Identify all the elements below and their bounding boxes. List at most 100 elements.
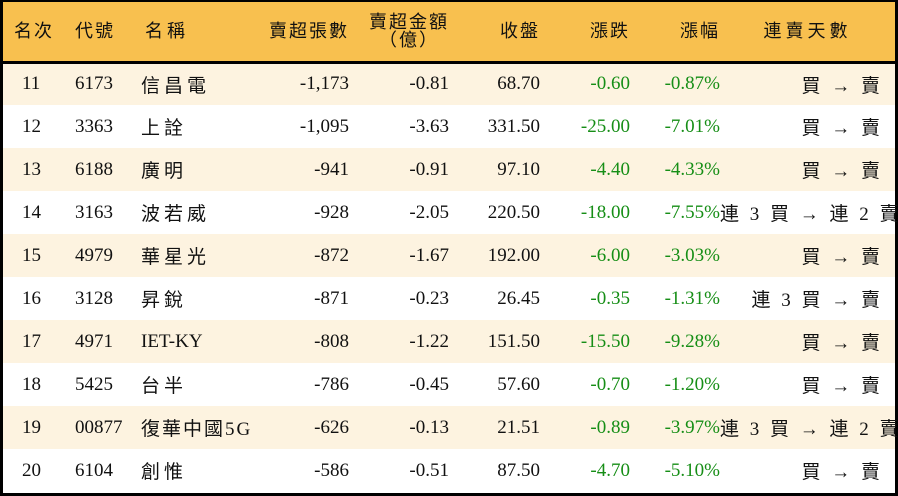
header-name: 名稱 [145,20,189,41]
sell-volume-cell: -1,173 [299,73,349,95]
table-row: 17 4971 IET-KY -808 -1.22 151.50 -15.50 … [3,320,895,363]
change-cell: -4.70 [590,459,630,481]
table-row: 12 3363 上詮 -1,095 -3.63 331.50 -25.00 -7… [3,105,895,148]
close-cell: 87.50 [497,459,540,481]
close-cell: 331.50 [487,115,540,137]
close-cell: 68.70 [497,73,540,95]
sell-amount-cell: -0.91 [409,158,449,180]
code-cell: 6104 [75,459,113,481]
sell-amount-cell: -0.45 [409,373,449,395]
table-body: 11 6173 信昌電 -1,173 -0.81 68.70 -0.60 -0.… [3,62,898,492]
sell-volume-cell: -941 [314,158,349,180]
name-cell: 廣明 [141,161,188,182]
table-row: 18 5425 台半 -786 -0.45 57.60 -0.70 -1.20%… [3,363,895,406]
change-pct-cell: -3.97% [664,416,720,438]
code-cell: 00877 [75,416,123,438]
header-change: 漲跌 [590,20,630,41]
name-cell: 復華中國5G [141,419,253,440]
code-cell: 6173 [75,73,113,95]
streak-cell: 連 3 買 → 賣 [751,290,883,311]
change-cell: -4.40 [590,158,630,180]
change-pct-cell: -7.55% [664,201,720,223]
sell-amount-cell: -1.22 [409,330,449,352]
change-pct-cell: -5.10% [664,459,720,481]
streak-cell: 買 → 賣 [801,75,883,97]
change-pct-cell: -4.33% [664,158,720,180]
streak-cell: 買 → 賣 [801,118,883,139]
code-cell: 3163 [75,201,113,223]
name-cell: 華星光 [141,247,211,268]
close-cell: 220.50 [487,201,540,223]
close-cell: 26.45 [497,287,540,309]
change-pct-cell: -7.01% [664,115,720,137]
streak-cell: 買 → 賣 [801,462,883,483]
streak-cell: 連 3 買 → 連 2 賣 [720,204,898,225]
code-cell: 4979 [75,244,113,266]
change-pct-cell: -1.31% [664,287,720,309]
table-row: 19 00877 復華中國5G -626 -0.13 21.51 -0.89 -… [3,406,898,449]
streak-cell: 買 → 賣 [801,376,883,397]
header-change-pct: 漲幅 [680,20,720,41]
code-cell: 5425 [75,373,113,395]
change-cell: -15.50 [580,330,630,352]
table-row: 13 6188 廣明 -941 -0.91 97.10 -4.40 -4.33%… [3,148,895,191]
table-row: 16 3128 昇銳 -871 -0.23 26.45 -0.35 -1.31%… [3,277,895,320]
rank-cell: 15 [22,244,41,266]
sell-volume-cell: -786 [314,373,349,395]
code-cell: 6188 [75,158,113,180]
sell-volume-cell: -586 [314,459,349,481]
table-row: 11 6173 信昌電 -1,173 -0.81 68.70 -0.60 -0.… [3,62,895,105]
change-cell: -0.60 [590,73,630,95]
name-cell: 波若威 [141,204,211,225]
header-row: 名次 代號 名稱 賣超張數 賣超金額 （億） 收盤 漲跌 漲幅 連賣天數 [3,2,895,62]
header-sell-volume: 賣超張數 [269,20,349,41]
rank-cell: 16 [22,287,41,309]
sell-ranking-table: 名次 代號 名稱 賣超張數 賣超金額 （億） 收盤 漲跌 漲幅 連賣天數 11 [3,2,898,492]
name-cell: 昇銳 [141,290,188,311]
sell-volume-cell: -1,095 [299,115,349,137]
rank-cell: 14 [22,201,41,223]
table-row: 15 4979 華星光 -872 -1.67 192.00 -6.00 -3.0… [3,234,895,277]
name-cell: 信昌電 [141,75,211,97]
name-cell: 台半 [141,376,188,397]
sell-amount-cell: -1.67 [409,244,449,266]
close-cell: 97.10 [497,158,540,180]
close-cell: 151.50 [487,330,540,352]
change-cell: -25.00 [580,115,630,137]
header-sell-amount-unit: （億） [379,30,439,51]
streak-cell: 買 → 賣 [801,333,883,354]
change-pct-cell: -1.20% [664,373,720,395]
sell-amount-cell: -0.23 [409,287,449,309]
sell-volume-cell: -928 [314,201,349,223]
rank-cell: 19 [22,416,41,438]
code-cell: 4971 [75,330,113,352]
rank-cell: 17 [22,330,41,352]
header-code: 代號 [75,20,115,41]
change-cell: -0.70 [590,373,630,395]
rank-cell: 13 [22,158,41,180]
sell-volume-cell: -871 [314,287,349,309]
header-sell-amount: 賣超金額 （億） [349,2,449,62]
change-pct-cell: -3.03% [664,244,720,266]
rank-cell: 20 [22,459,41,481]
header-rank: 名次 [14,20,54,41]
table-header: 名次 代號 名稱 賣超張數 賣超金額 （億） 收盤 漲跌 漲幅 連賣天數 [3,2,895,62]
rank-cell: 18 [22,373,41,395]
table-row: 20 6104 創惟 -586 -0.51 87.50 -4.70 -5.10%… [3,449,895,492]
sell-amount-cell: -0.81 [409,73,449,95]
header-sell-amount-label: 賣超金額 （億） [369,13,449,49]
sell-amount-cell: -3.63 [409,115,449,137]
sell-volume-cell: -808 [314,330,349,352]
rank-cell: 11 [22,73,41,95]
table-row: 14 3163 波若威 -928 -2.05 220.50 -18.00 -7.… [3,191,898,234]
close-cell: 57.60 [497,373,540,395]
sell-volume-cell: -872 [314,244,349,266]
header-sell-amount-line1: 賣超金額 [369,12,449,33]
streak-cell: 連 3 買 → 連 2 賣 [720,419,898,440]
change-cell: -0.89 [590,416,630,438]
change-pct-cell: -0.87% [664,73,720,95]
code-cell: 3128 [75,287,113,309]
header-streak: 連賣天數 [763,20,852,41]
sell-volume-cell: -626 [314,416,349,438]
streak-cell: 買 → 賣 [801,161,883,182]
